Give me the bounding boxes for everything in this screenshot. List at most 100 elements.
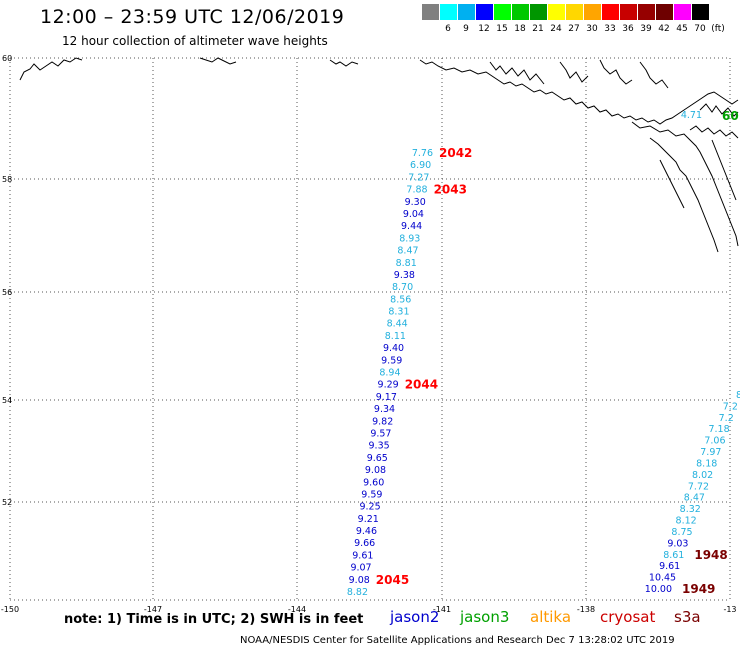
lat-tick-label: 58	[2, 175, 12, 184]
swh-value: 9.25	[359, 502, 380, 513]
satellite-track-northeast: 4.71 60	[681, 109, 739, 123]
legend-bin-label: 27	[568, 24, 580, 34]
legend-bin-label: 9	[463, 24, 469, 34]
swh-value: 8.94	[379, 368, 400, 379]
legend-jason3: jason3	[460, 608, 510, 626]
time-label: 2044	[405, 378, 438, 392]
lat-tick-label: 56	[2, 288, 12, 297]
swh-value: 7.72	[688, 481, 709, 492]
swh-value: 7.2	[723, 401, 738, 412]
swh-value: 7.2	[719, 413, 734, 424]
legend-bin-label: 21	[532, 24, 544, 34]
swh-value: 9.04	[403, 209, 424, 220]
legend-swatch	[638, 4, 655, 20]
swh-value: 6.90	[410, 160, 431, 171]
legend-swatch	[512, 4, 529, 20]
swh-value: 4.71	[681, 110, 702, 121]
time-label: 60	[722, 109, 739, 123]
swh-value: 9.40	[383, 343, 404, 354]
swh-value: 8.32	[680, 504, 701, 515]
swh-value: 8.56	[390, 294, 411, 305]
swh-value: 9.08	[365, 465, 386, 476]
legend-altika: altika	[530, 608, 572, 626]
legend-bin-label: 70	[694, 24, 706, 34]
swh-value: 7.27	[408, 172, 429, 183]
lon-tick-label: -138	[577, 605, 595, 614]
legend-bin-label: 6	[445, 24, 451, 34]
credit-line: NOAA/NESDIS Center for Satellite Applica…	[240, 635, 675, 646]
swh-value: 9.66	[354, 538, 375, 549]
swh-value: 9.08	[349, 575, 370, 586]
swh-value: 9.61	[659, 561, 680, 572]
legend-swatch	[458, 4, 475, 20]
lon-tick-label: -141	[433, 605, 451, 614]
swh-value: 9.38	[394, 270, 415, 281]
legend-swatch	[530, 4, 547, 20]
swh-value: 7.18	[708, 424, 729, 435]
swh-value: 8.75	[671, 527, 692, 538]
swh-value: 8.12	[676, 516, 697, 527]
swh-value: 9.35	[369, 441, 390, 452]
legend-bin-label: 24	[550, 24, 562, 34]
legend-swatch	[548, 4, 565, 20]
legend-swatch	[656, 4, 673, 20]
lat-tick-label: 60	[2, 54, 12, 63]
swh-value: 9.30	[405, 197, 426, 208]
swh-value: 9.59	[361, 489, 382, 500]
legend-swatch	[440, 4, 457, 20]
swh-value: 9.29	[378, 380, 399, 391]
swh-value: 8.47	[397, 246, 418, 257]
legend-bin-label: 42	[658, 24, 670, 34]
legend-swatch	[602, 4, 619, 20]
swh-value: 8.93	[399, 233, 420, 244]
swh-value: 8.47	[684, 493, 705, 504]
swh-value: 9.61	[352, 550, 373, 561]
swh-value: 8.70	[392, 282, 413, 293]
time-label: 1948	[694, 548, 727, 562]
satellite-track-main: 7.766.907.27 7.889.309.049.448.93 8.478.81…	[347, 146, 473, 598]
swh-value: 9.17	[376, 392, 397, 403]
lon-tick-label: -13	[723, 605, 736, 614]
swh-value: 9.44	[401, 221, 422, 232]
time-label: 2045	[376, 573, 409, 587]
swh-value: 8.44	[387, 319, 408, 330]
map-subtitle: 12 hour collection of altimeter wave hei…	[62, 34, 328, 48]
swh-value: 8	[736, 390, 740, 401]
footer-note: note: 1) Time is in UTC; 2) SWH is in fe…	[64, 612, 364, 627]
legend-bin-label: 36	[622, 24, 634, 34]
swh-value: 9.57	[370, 428, 391, 439]
swh-value: 9.82	[372, 416, 393, 427]
swh-value: 8.11	[385, 331, 406, 342]
legend-bin-label: 45	[676, 24, 688, 34]
swh-value: 7.76	[412, 148, 433, 159]
legend-cryosat: cryosat	[600, 608, 656, 626]
legend-bin-label: 15	[496, 24, 508, 34]
legend-swatch	[476, 4, 493, 20]
satellite-track-east: 87.27.27.187.067.978.188.027.728.478.328…	[645, 390, 740, 596]
legend-swatch	[584, 4, 601, 20]
lat-tick-label: 54	[2, 396, 12, 405]
lat-tick-label: 52	[2, 498, 12, 507]
swh-value: 10.00	[645, 584, 672, 595]
swh-value: 8.81	[396, 258, 417, 269]
swh-value: 10.45	[649, 573, 676, 584]
legend-bin-label: 39	[640, 24, 652, 34]
swh-value: 8.82	[347, 587, 368, 598]
legend-swatch	[494, 4, 511, 20]
swh-value: 8.31	[388, 307, 409, 318]
legend-bin-label: 30	[586, 24, 598, 34]
swh-value: 9.34	[374, 404, 395, 415]
legend-swatch	[692, 4, 709, 20]
time-label: 1949	[682, 582, 715, 596]
swh-value: 7.97	[700, 447, 721, 458]
legend-jason2: jason2	[390, 608, 440, 626]
swh-value: 9.03	[667, 538, 688, 549]
swh-value: 9.60	[363, 477, 384, 488]
swh-value: 7.06	[704, 436, 725, 447]
swh-value: 8.18	[696, 458, 717, 469]
legend-swatch	[566, 4, 583, 20]
swh-value: 9.65	[367, 453, 388, 464]
swh-value: 9.59	[381, 355, 402, 366]
swh-value: 9.46	[356, 526, 377, 537]
legend-swatch	[422, 4, 439, 20]
